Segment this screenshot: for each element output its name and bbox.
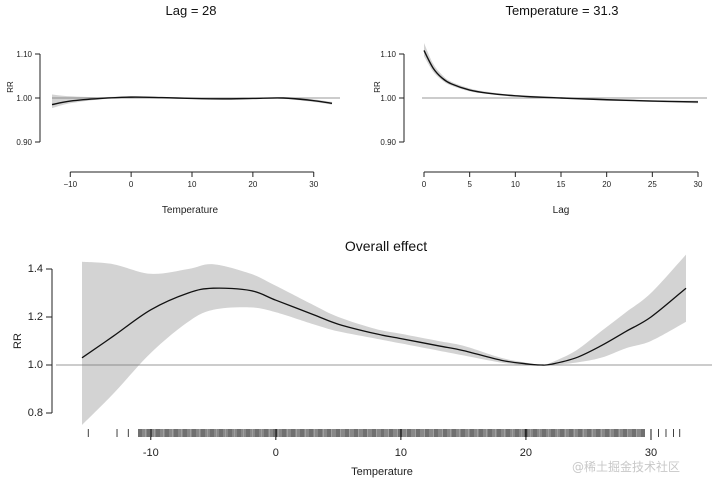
temp-y-tick-label: 1.10 bbox=[380, 50, 396, 59]
lag-panel-x-axis-label: Temperature bbox=[162, 205, 219, 216]
temp-panel: Temperature = 31.3 RR Lag 0.90 1.00 1.10 0 5… bbox=[373, 3, 707, 216]
temp-panel-y-axis-label: RR bbox=[373, 81, 382, 93]
temp-panel-plot-area: 0.90 1.00 1.10 0 5 10 15 20 25 30 bbox=[380, 43, 707, 189]
temp-x-tick-label: 0 bbox=[422, 180, 427, 189]
overall-panel-x-axis-label: Temperature bbox=[351, 466, 413, 478]
overall-panel-plot-area: 0.8 1.0 1.2 1.4 -10 0 10 20 30 bbox=[28, 254, 712, 459]
lag-panel-y-axis-label: RR bbox=[6, 81, 15, 93]
lag-panel: Lag = 28 RR Temperature 0.901.001.10−10 0… bbox=[6, 3, 340, 216]
lag-estimate-line bbox=[51, 96, 333, 106]
lag-panel-plot-area: 0.90 1.00 1.10 −10 0 10 20 30 bbox=[16, 50, 340, 189]
lag-x-tick-label: 20 bbox=[248, 180, 257, 189]
overall-x-tick-label: 20 bbox=[520, 447, 532, 459]
overall-y-tick-label: 1.0 bbox=[28, 359, 43, 371]
watermark-text: @稀土掘金技术社区 bbox=[572, 459, 680, 474]
overall-x-tick-label: -10 bbox=[143, 447, 159, 459]
temp-x-tick-label: 30 bbox=[694, 180, 703, 189]
overall-confidence-band bbox=[82, 254, 686, 425]
lag-x-tick-label: 10 bbox=[188, 180, 197, 189]
lag-panel-title: Lag = 28 bbox=[166, 3, 217, 18]
overall-x-tick-label: 10 bbox=[395, 447, 407, 459]
overall-x-tick-label: 0 bbox=[273, 447, 279, 459]
lag-y-tick-label: 0.90 bbox=[16, 138, 32, 147]
temp-confidence-band bbox=[424, 43, 698, 104]
lag-x-tick-label: −10 bbox=[63, 180, 77, 189]
overall-panel-title: Overall effect bbox=[345, 238, 427, 254]
temp-x-tick-label: 10 bbox=[511, 180, 520, 189]
lag-x-tick-label: 0 bbox=[129, 180, 134, 189]
overall-estimate-line bbox=[81, 287, 687, 366]
overall-panel-y-axis-label: RR bbox=[12, 333, 24, 349]
temp-x-tick-label: 20 bbox=[602, 180, 611, 189]
lag-y-tick-label: 1.10 bbox=[16, 50, 32, 59]
temp-x-tick-label: 5 bbox=[467, 180, 472, 189]
overall-y-tick-label: 1.4 bbox=[28, 263, 43, 275]
overall-rug bbox=[87, 429, 681, 437]
temp-y-tick-label: 1.00 bbox=[380, 94, 396, 103]
overall-y-tick-label: 1.2 bbox=[28, 311, 43, 323]
temp-y-tick-label: 0.90 bbox=[380, 138, 396, 147]
lag-x-tick-label: 30 bbox=[309, 180, 318, 189]
temp-panel-x-axis-label: Lag bbox=[553, 205, 570, 216]
overall-y-tick-label: 0.8 bbox=[28, 407, 43, 419]
overall-panel: Overall effect RR Temperature 0.8 1.0 1.2 1… bbox=[12, 238, 712, 478]
lag-y-tick-label: 1.00 bbox=[16, 94, 32, 103]
overall-x-tick-label: 30 bbox=[645, 447, 657, 459]
temp-x-tick-label: 25 bbox=[648, 180, 657, 189]
temp-x-tick-label: 15 bbox=[557, 180, 566, 189]
temp-panel-title: Temperature = 31.3 bbox=[505, 3, 618, 18]
lag-confidence-band bbox=[52, 94, 332, 109]
temp-estimate-line bbox=[423, 50, 699, 103]
